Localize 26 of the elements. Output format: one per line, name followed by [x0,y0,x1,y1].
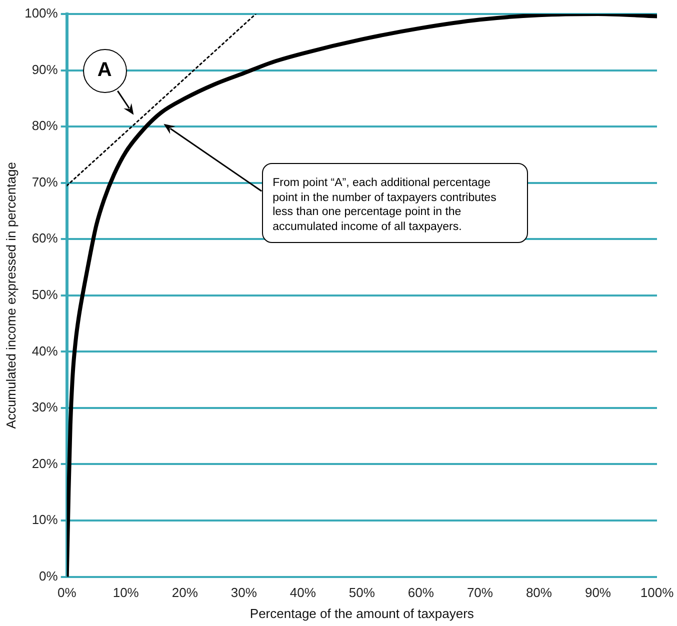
y-axis-title: Accumulated income expressed in percentage [3,162,18,429]
y-tick-label: 100% [24,6,58,21]
x-tick-label: 30% [230,585,258,600]
circle-label: A [82,48,127,93]
y-tick-label: 90% [32,62,58,77]
x-tick-label: 10% [112,585,140,600]
y-tick-label: 0% [39,568,58,584]
y-tick-label: 70% [32,174,58,190]
x-tick-label: 40% [290,585,316,600]
x-tick-label: 70% [466,585,494,600]
x-tick-label: 20% [172,585,198,600]
y-tick-label: 10% [32,512,58,528]
x-tick-label: 80% [526,585,552,600]
y-tick-label: 30% [32,400,58,415]
callout-box: From point “A”, each additional percentage point in the number of taxpayers contributes less than one percentage point in the accumulated income of all taxpayers. [262,163,528,244]
x-tick-label: 50% [348,585,376,600]
x-axis-title: Percentage of the amount of taxpayers [250,606,474,621]
y-tick-label: 80% [32,118,58,134]
x-tick-label: 90% [584,585,612,600]
x-tick-label: 60% [408,585,434,600]
y-tick-label: 40% [32,343,58,358]
x-tick-label: 100% [640,585,674,600]
y-tick-label: 50% [32,286,58,302]
y-tick-label: 60% [32,230,58,246]
x-tick-label: 0% [57,585,77,600]
y-tick-label: 20% [32,456,58,471]
